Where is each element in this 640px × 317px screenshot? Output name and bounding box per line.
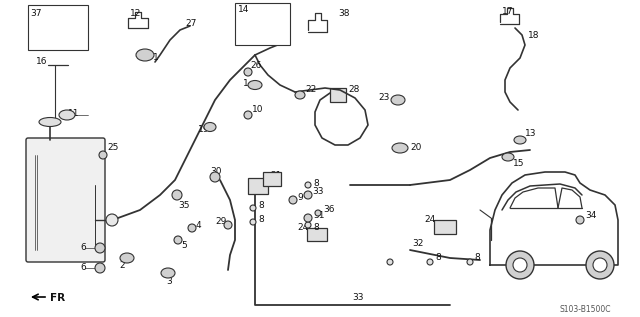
Bar [248, 178, 268, 194]
Text: 33: 33 [312, 187, 323, 197]
Text: 29: 29 [215, 217, 227, 227]
Text: 38: 38 [338, 9, 349, 17]
Text: S103-B1500C: S103-B1500C [560, 306, 611, 314]
Text: 26: 26 [250, 61, 261, 70]
Text: 12: 12 [130, 9, 141, 17]
Circle shape [305, 222, 311, 228]
Text: 19: 19 [198, 126, 209, 134]
Text: 6: 6 [80, 243, 86, 253]
Ellipse shape [39, 118, 61, 126]
Text: 3: 3 [166, 277, 172, 287]
Circle shape [188, 224, 196, 232]
Bar [28, 5, 88, 50]
Ellipse shape [204, 122, 216, 132]
Text: 8: 8 [258, 216, 264, 224]
Circle shape [244, 111, 252, 119]
Circle shape [305, 182, 311, 188]
Text: 21: 21 [270, 171, 282, 180]
Circle shape [224, 221, 232, 229]
Bar [434, 220, 456, 234]
Text: 8: 8 [313, 178, 319, 187]
Ellipse shape [392, 143, 408, 153]
Text: 28: 28 [348, 86, 360, 94]
Text: 24: 24 [297, 223, 308, 232]
Text: 13: 13 [525, 128, 536, 138]
Text: 17: 17 [502, 7, 513, 16]
Ellipse shape [502, 153, 514, 161]
Circle shape [95, 263, 105, 273]
Text: 20: 20 [410, 144, 421, 152]
Text: 7: 7 [252, 180, 258, 190]
Text: 1: 1 [153, 53, 159, 61]
Text: 33: 33 [352, 294, 364, 302]
Text: 8: 8 [313, 223, 319, 231]
Text: 2: 2 [119, 261, 125, 269]
Ellipse shape [136, 49, 154, 61]
Circle shape [513, 258, 527, 272]
Bar [330, 88, 346, 102]
Text: 30: 30 [210, 167, 221, 177]
Circle shape [304, 214, 312, 222]
Bar [235, 3, 290, 45]
Text: 35: 35 [178, 200, 189, 210]
Text: 27: 27 [185, 20, 196, 29]
Ellipse shape [120, 253, 134, 263]
Text: 25: 25 [107, 144, 118, 152]
Text: 10: 10 [252, 106, 264, 114]
Text: 8: 8 [435, 253, 441, 262]
Text: 4: 4 [196, 221, 202, 230]
Text: 36: 36 [323, 205, 335, 215]
Circle shape [244, 68, 252, 76]
Bar [263, 172, 281, 186]
Bar [307, 228, 327, 241]
Circle shape [250, 205, 256, 211]
Circle shape [593, 258, 607, 272]
Text: 9: 9 [297, 192, 303, 202]
Circle shape [174, 236, 182, 244]
Text: 32: 32 [412, 238, 424, 248]
Text: 6: 6 [80, 263, 86, 273]
Ellipse shape [59, 110, 75, 120]
Circle shape [427, 259, 433, 265]
Text: 24: 24 [424, 216, 435, 224]
FancyBboxPatch shape [26, 138, 105, 262]
Text: 22: 22 [305, 86, 316, 94]
Circle shape [289, 196, 297, 204]
Circle shape [99, 151, 107, 159]
Text: 5: 5 [181, 241, 187, 249]
Ellipse shape [391, 95, 405, 105]
Ellipse shape [514, 136, 526, 144]
Ellipse shape [248, 81, 262, 89]
Text: 16: 16 [36, 57, 47, 67]
Ellipse shape [295, 91, 305, 99]
Ellipse shape [161, 268, 175, 278]
Text: 8: 8 [474, 253, 480, 262]
Text: FR: FR [50, 293, 65, 303]
Text: 18: 18 [528, 31, 540, 41]
Circle shape [95, 243, 105, 253]
Circle shape [576, 216, 584, 224]
Circle shape [506, 251, 534, 279]
Text: 8: 8 [258, 200, 264, 210]
Text: 31: 31 [313, 210, 324, 219]
Circle shape [467, 259, 473, 265]
Circle shape [387, 259, 393, 265]
Circle shape [315, 210, 321, 216]
Text: 34: 34 [585, 210, 596, 219]
Circle shape [304, 191, 312, 199]
Text: 15: 15 [513, 158, 525, 167]
Circle shape [586, 251, 614, 279]
Circle shape [106, 214, 118, 226]
Text: 23: 23 [378, 93, 389, 101]
Text: 14: 14 [238, 5, 250, 15]
Circle shape [210, 172, 220, 182]
Text: 11: 11 [68, 108, 79, 118]
Text: 1: 1 [243, 79, 249, 87]
Circle shape [172, 190, 182, 200]
Text: 37: 37 [30, 9, 42, 17]
Circle shape [250, 219, 256, 225]
